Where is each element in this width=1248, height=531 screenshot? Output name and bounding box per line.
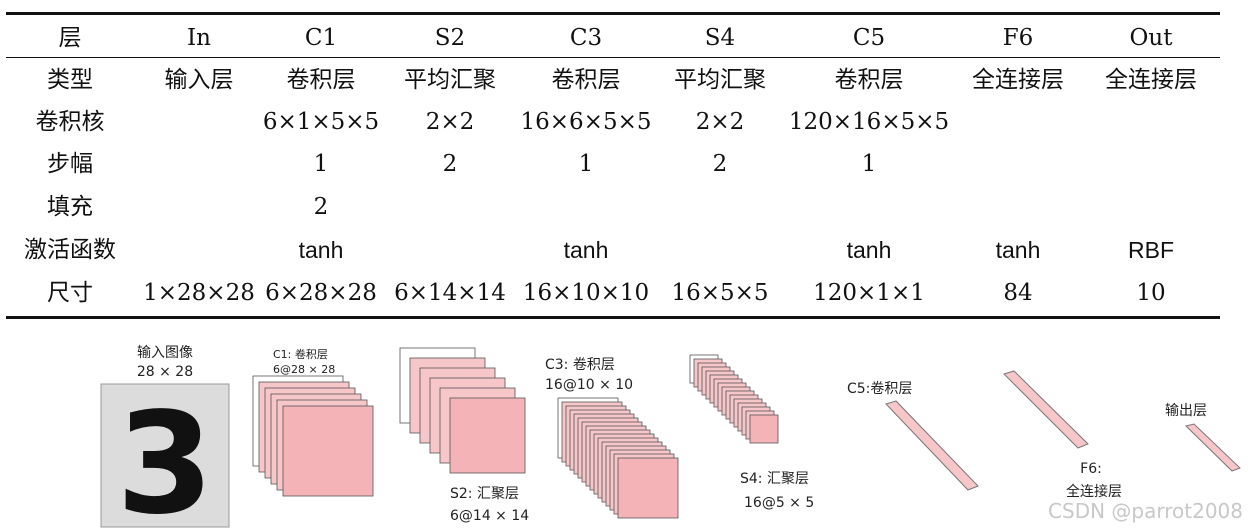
row-label: 卷积核 [35, 109, 105, 135]
table-header-rule [6, 57, 1220, 58]
output-title: 输出层 [1165, 403, 1207, 419]
table-cell: 平均汇聚 [404, 67, 496, 93]
output-vector [1185, 423, 1241, 472]
table-cell: 6×1×5×5 [262, 109, 380, 135]
table-cell: 1 [313, 151, 329, 177]
f6-title: F6: [1080, 461, 1102, 477]
table-row: 类型 输入层 卷积层 平均汇聚 卷积层 平均汇聚 卷积层 全连接层 全连接层 [0, 59, 1248, 101]
lenet-architecture-diagram: 3 输入图像 28 × 28 C1: 卷积层 6@28 × 28 S2: 汇聚层… [100, 345, 1243, 531]
table-cell: 全连接层 [1105, 67, 1197, 93]
s2-feature-map [617, 457, 679, 519]
table-cell: 1×28×28 [143, 280, 255, 306]
table-cell: 16×6×5×5 [520, 109, 652, 135]
table-cell: 16×5×5 [671, 280, 769, 306]
c5-vector [885, 400, 979, 491]
table-cell: 10 [1136, 280, 1166, 306]
table-cell: 卷积层 [286, 67, 356, 93]
row-label: 激活函数 [24, 237, 116, 263]
table-cell: 卷积层 [551, 67, 621, 93]
table-row: 激活函数 tanh tanh tanh tanh RBF [0, 229, 1248, 271]
c5-title: C5:卷积层 [847, 381, 912, 397]
table-cell: Out [1129, 25, 1173, 51]
c1-feature-map [449, 397, 526, 474]
table-top-rule [6, 12, 1220, 15]
table-cell: C1 [304, 25, 338, 51]
s2-size: 6@14 × 14 [450, 508, 529, 524]
table-cell: 输入层 [164, 67, 234, 93]
table-cell: F6 [1002, 25, 1034, 51]
c3-size: 16@10 × 10 [545, 377, 633, 393]
table-cell: C3 [569, 25, 603, 51]
input-size: 28 × 28 [137, 364, 193, 380]
table-cell: 6×28×28 [265, 280, 377, 306]
table-cell: 16×10×10 [522, 280, 650, 306]
table-cell: tanh [298, 237, 344, 263]
c1-feature-map [282, 405, 374, 497]
table-cell: 120×1×1 [813, 280, 925, 306]
f6-subtitle: 全连接层 [1066, 483, 1122, 500]
table-cell: 2 [313, 194, 329, 220]
row-label: 步幅 [47, 151, 93, 177]
row-label: 层 [58, 25, 82, 51]
table-cell: tanh [563, 237, 609, 263]
c1-feature-maps [252, 375, 374, 497]
table-cell: 1 [578, 151, 594, 177]
table-row: 步幅 1 2 1 2 1 [0, 143, 1248, 185]
table-cell: 84 [1003, 280, 1033, 306]
row-label: 填充 [47, 194, 93, 220]
f6-vector [1003, 370, 1089, 449]
c3-feature-map [749, 414, 779, 444]
table-cell: 6×14×14 [394, 280, 506, 306]
c3-feature-maps [557, 397, 679, 519]
table-cell: 卷积层 [834, 67, 904, 93]
input-image: 3 输入图像 28 × 28 [100, 345, 230, 531]
table-cell: 2 [442, 151, 458, 177]
s4-size: 16@5 × 5 [744, 495, 814, 511]
table-row: 尺寸 1×28×28 6×28×28 6×14×14 16×10×10 16×5×5 120… [0, 272, 1248, 314]
table-cell: 120×16×5×5 [788, 109, 950, 135]
table-cell: 2×2 [425, 109, 475, 135]
c1-size: 6@28 × 28 [273, 363, 335, 376]
table-cell: S2 [434, 25, 466, 51]
s4-title: S4: 汇聚层 [740, 471, 809, 487]
table-cell: 平均汇聚 [674, 67, 766, 93]
table-cell: 2×2 [695, 109, 745, 135]
c1-title: C1: 卷积层 [273, 347, 328, 361]
table-cell: tanh [995, 237, 1041, 263]
table-cell: 全连接层 [972, 67, 1064, 93]
row-label: 尺寸 [47, 280, 93, 306]
table-cell: S4 [704, 25, 736, 51]
table-cell: C5 [852, 25, 886, 51]
s2-title: S2: 汇聚层 [450, 486, 519, 502]
table-row: 卷积核 6×1×5×5 2×2 16×6×5×5 2×2 120×16×5×5 [0, 101, 1248, 143]
table-row: 层 In C1 S2 C3 S4 C5 F6 Out [0, 17, 1248, 59]
table-cell: 1 [861, 151, 877, 177]
c3-title: C3: 卷积层 [545, 357, 615, 373]
table-cell: 2 [712, 151, 728, 177]
s4-feature-maps [689, 354, 779, 444]
table-row: 填充 2 [0, 186, 1248, 228]
row-label: 类型 [47, 67, 93, 93]
table-bottom-rule [6, 316, 1220, 319]
s2-feature-maps [399, 347, 526, 474]
table-cell: RBF [1128, 237, 1174, 263]
table-cell: In [187, 25, 211, 51]
input-image-frame [100, 383, 230, 528]
watermark: CSDN @parrot2008 [1048, 499, 1243, 523]
table-cell: tanh [846, 237, 892, 263]
input-digit: 3 [116, 383, 213, 531]
input-title: 输入图像 [137, 345, 193, 361]
